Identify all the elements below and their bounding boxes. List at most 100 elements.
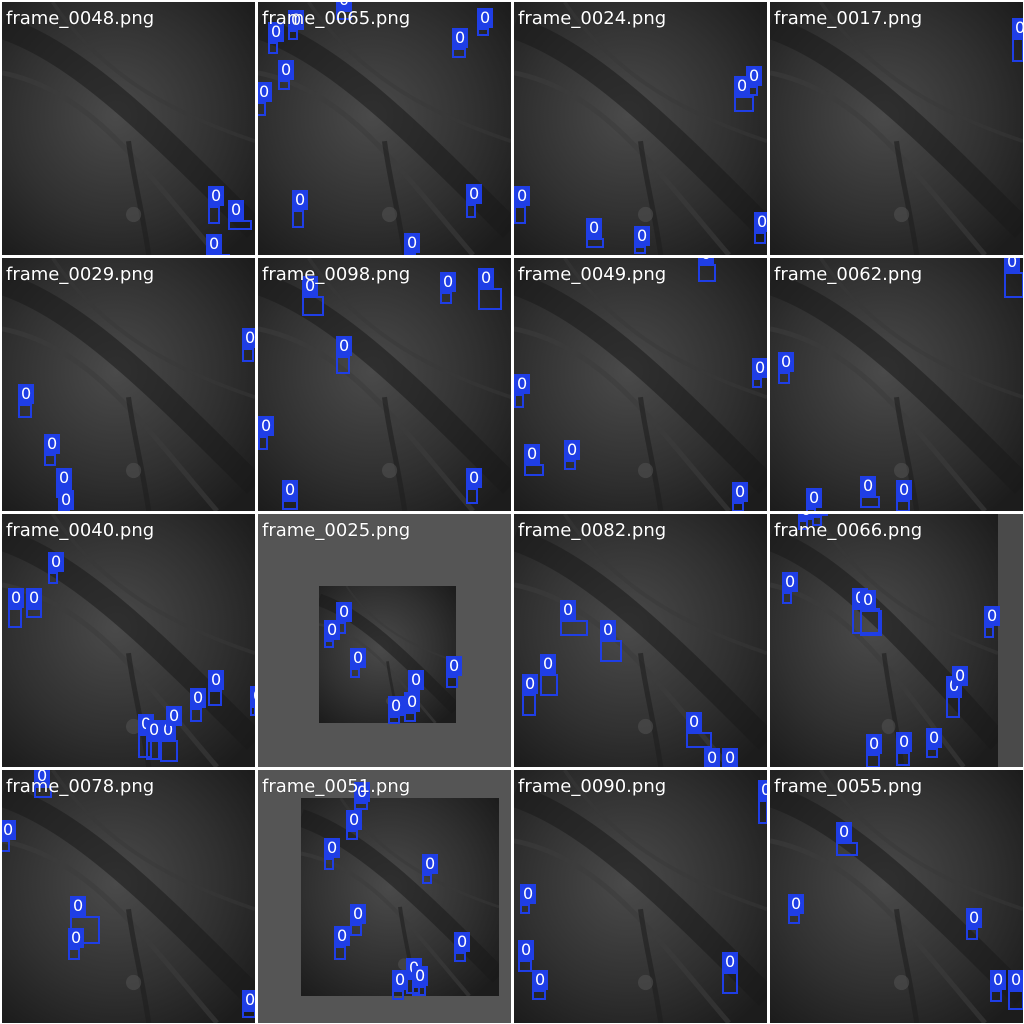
- detection-class-tag: 0: [704, 748, 721, 767]
- detection-class-tag: 0: [346, 810, 363, 830]
- detection-class-tag: 0: [952, 666, 969, 686]
- detection-box: [404, 253, 416, 255]
- detection-box: [634, 246, 646, 254]
- microscopy-image: [770, 514, 998, 767]
- detection-box: [532, 990, 546, 1000]
- image-tile: frame_0040.png0000000000: [2, 514, 255, 767]
- detection-box: [586, 238, 604, 248]
- detection-class-tag: 0: [866, 734, 883, 754]
- image-tile: frame_0090.png 0 0 0 0 0: [514, 770, 767, 1023]
- detection-box: [282, 500, 298, 510]
- microscopy-image: [770, 258, 1023, 511]
- detection-class-tag: 0: [208, 186, 225, 206]
- detection-box: [336, 356, 350, 374]
- detection-class-tag: 0: [190, 688, 207, 708]
- detection-box: [446, 676, 458, 688]
- detection-box: [732, 502, 744, 511]
- detection-class-tag: 0: [896, 480, 913, 500]
- microscopy-image: [2, 770, 255, 1023]
- detection-class-tag: 0: [350, 904, 367, 924]
- detection-box: [477, 28, 489, 36]
- detection-class-tag: 0: [334, 926, 351, 946]
- tile-filename-label: frame_0051.png: [262, 776, 411, 797]
- detection-box: [466, 488, 478, 504]
- microscopy-image: [770, 770, 1023, 1023]
- detection-class-tag: 0: [990, 970, 1007, 990]
- detection-box: [466, 204, 476, 218]
- detection-class-tag: 0: [336, 336, 353, 356]
- tile-filename-label: frame_0090.png: [518, 776, 667, 797]
- detection-box: [990, 990, 1002, 1002]
- detection-class-tag: 0: [746, 66, 763, 86]
- detection-box: [242, 1010, 255, 1018]
- detection-class-tag: 0: [782, 572, 799, 592]
- detection-box: [860, 610, 882, 636]
- detection-box: [228, 220, 252, 230]
- detection-class-tag: 0: [242, 328, 255, 348]
- detection-box: [896, 752, 910, 766]
- detection-box: [806, 508, 816, 511]
- detection-box: [324, 640, 334, 648]
- microscopy-image: [2, 514, 255, 767]
- detection-box: [146, 740, 160, 760]
- detection-box: [58, 510, 70, 511]
- detection-box: [138, 734, 152, 758]
- tile-filename-label: frame_0017.png: [774, 8, 923, 29]
- tile-filename-label: frame_0062.png: [774, 264, 923, 285]
- detection-box: [752, 378, 762, 388]
- detection-class-tag: 0: [532, 970, 549, 990]
- detection-class-tag: 0: [268, 22, 285, 42]
- detection-box: [206, 254, 230, 255]
- microscopy-image: [514, 770, 767, 1023]
- detection-box: [422, 874, 432, 884]
- image-tile: frame_0078.png 0 0 0 0 0: [2, 770, 255, 1023]
- detection-class-tag: 0: [806, 488, 823, 508]
- detection-class-tag: 0: [34, 770, 51, 786]
- detection-class-tag: 0: [422, 854, 439, 874]
- detection-box: [250, 706, 255, 716]
- detection-box: [478, 288, 502, 310]
- detection-class-tag: 0: [258, 416, 275, 436]
- detection-box: [190, 708, 202, 722]
- detection-box: [520, 904, 530, 914]
- detection-box: [412, 986, 426, 996]
- detection-box: [1004, 272, 1023, 298]
- detection-class-tag: 0: [208, 670, 225, 690]
- detection-class-tag: 0: [350, 648, 367, 668]
- detection-class-tag: 0: [278, 60, 295, 80]
- detection-class-tag: 0: [1012, 18, 1023, 38]
- detection-class-tag: 0: [324, 838, 341, 858]
- detection-box: [18, 404, 32, 418]
- detection-box: [778, 372, 790, 384]
- tile-filename-label: frame_0082.png: [518, 520, 667, 541]
- detection-box: [722, 972, 738, 994]
- detection-box: [302, 296, 324, 316]
- detection-box: [754, 232, 766, 244]
- detection-class-tag: 0: [454, 932, 471, 952]
- detection-box: [268, 42, 278, 54]
- detection-class-tag: 0: [354, 782, 371, 802]
- detection-class-tag: 0: [477, 8, 494, 28]
- detection-box: [354, 802, 368, 810]
- detection-box: [8, 608, 22, 628]
- detection-class-tag: 0: [752, 358, 767, 378]
- microscopy-image: [514, 2, 767, 255]
- tile-filename-label: frame_0025.png: [262, 520, 411, 541]
- detection-class-tag: 0: [722, 952, 739, 972]
- detection-box: [860, 496, 880, 508]
- detection-class-tag: 0: [58, 490, 75, 510]
- detection-box: [734, 96, 754, 112]
- detection-box: [698, 264, 716, 282]
- detection-class-tag: 0: [896, 732, 913, 752]
- detection-class-tag: 0: [860, 590, 877, 610]
- detection-box: [600, 640, 622, 662]
- detection-class-tag: 0: [732, 482, 749, 502]
- detection-class-tag: 0: [926, 728, 943, 748]
- detection-class-tag: 0: [540, 654, 557, 674]
- tile-filename-label: frame_0024.png: [518, 8, 667, 29]
- tile-filename-label: frame_0055.png: [774, 776, 923, 797]
- detection-class-tag: 0: [26, 588, 43, 608]
- detection-class-tag: 0: [412, 966, 429, 986]
- detection-box: [34, 786, 52, 798]
- detection-box: [836, 842, 858, 856]
